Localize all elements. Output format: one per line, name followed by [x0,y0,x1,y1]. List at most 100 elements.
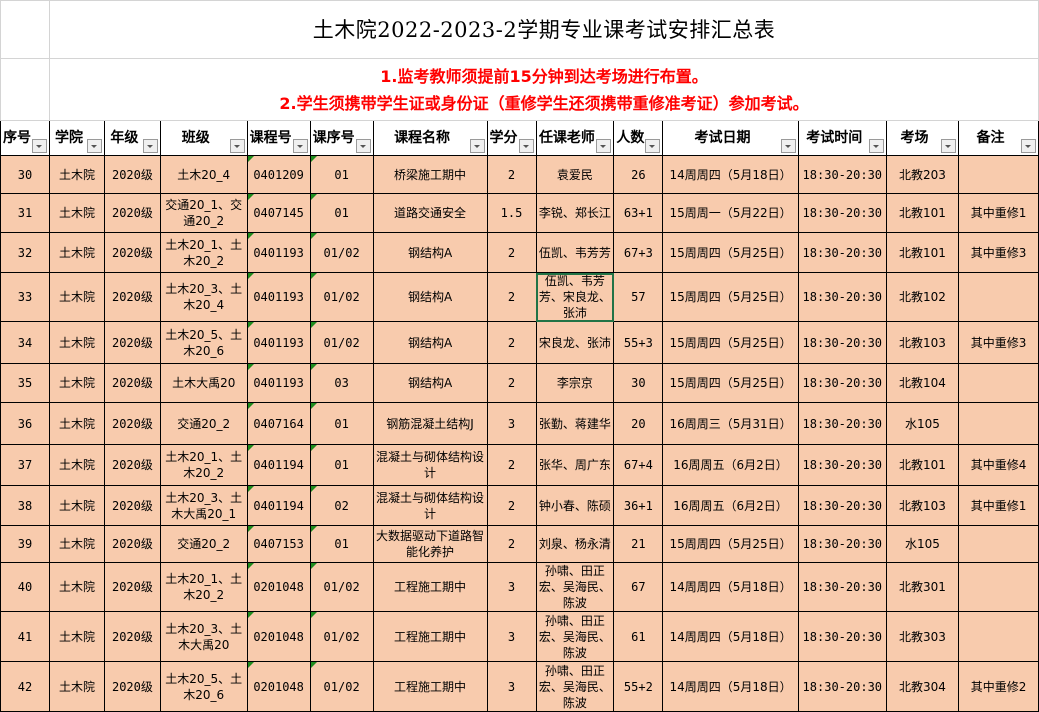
cell-section[interactable]: 02 [309,485,374,526]
cell-course-code[interactable]: 0407145 [246,193,311,233]
cell-seq[interactable]: 33 [0,272,50,322]
cell-room[interactable]: 北教203 [885,155,960,194]
cell-college[interactable]: 土木院 [49,485,105,526]
cell-course-code[interactable]: 0401193 [246,272,311,322]
cell-exam-date[interactable]: 15周周四（5月25日） [662,525,799,563]
cell-exam-date[interactable]: 14周周四（5月18日） [662,562,799,612]
cell-exam-date[interactable]: 15周周四（5月25日） [662,321,799,364]
cell-college[interactable]: 土木院 [49,562,105,612]
cell-course-code[interactable]: 0201048 [246,611,311,662]
cell-grade[interactable]: 2020级 [104,272,161,322]
cell-class[interactable]: 土木20_4 [159,155,248,194]
cell-credit[interactable]: 2 [486,272,537,322]
cell-class[interactable]: 交通20_1、交通20_2 [159,193,248,233]
cell-class[interactable]: 土木大禹20 [159,363,248,403]
cell-room[interactable]: 北教101 [885,444,960,486]
cell-section[interactable]: 01/02 [309,611,374,662]
cell-teacher[interactable]: 钟小春、陈硕 [535,485,615,526]
cell-course-name[interactable]: 钢结构A [372,363,488,403]
cell-teacher[interactable]: 袁爱民 [535,155,615,194]
filter-dropdown-icon[interactable] [518,139,534,153]
cell-course-code[interactable]: 0407153 [246,525,311,563]
cell-section[interactable]: 01 [309,402,374,445]
cell-teacher[interactable]: 张华、周广东 [535,444,615,486]
cell-remark[interactable] [958,402,1039,445]
cell-remark[interactable]: 其中重修1 [958,193,1039,233]
cell-credit[interactable]: 2 [486,525,537,563]
cell-college[interactable]: 土木院 [49,232,105,273]
cell-exam-date[interactable]: 14周周四（5月18日） [662,155,799,194]
cell-seq[interactable]: 42 [0,661,50,712]
filter-dropdown-icon[interactable] [229,139,245,153]
cell-course-code[interactable]: 0401209 [246,155,311,194]
cell-college[interactable]: 土木院 [49,321,105,364]
cell-exam-time[interactable]: 18:30-20:30 [797,485,887,526]
cell-remark[interactable] [958,272,1039,322]
cell-course-name[interactable]: 混凝土与砌体结构设计 [372,444,488,486]
cell-section[interactable]: 01 [309,193,374,233]
filter-dropdown-icon[interactable] [780,139,796,153]
cell-course-code[interactable]: 0401193 [246,232,311,273]
cell-class[interactable]: 土木20_3、土木大禹20 [159,611,248,662]
cell-room[interactable]: 水105 [885,402,960,445]
cell-course-name[interactable]: 钢筋混凝土结构J [372,402,488,445]
cell-room[interactable]: 北教103 [885,485,960,526]
cell-exam-date[interactable]: 16周周五（6月2日） [662,444,799,486]
cell-seq[interactable]: 36 [0,402,50,445]
cell-exam-time[interactable]: 18:30-20:30 [797,272,887,322]
cell-section[interactable]: 01/02 [309,232,374,273]
cell-exam-time[interactable]: 18:30-20:30 [797,402,887,445]
cell-class[interactable]: 土木20_5、土木20_6 [159,661,248,712]
cell-count[interactable]: 55+3 [613,321,664,364]
filter-dropdown-icon[interactable] [32,139,47,153]
cell-grade[interactable]: 2020级 [104,444,161,486]
sheet-title[interactable]: 土木院2022-2023-2学期专业课考试安排汇总表 [49,0,1039,59]
header-remark[interactable]: 备注 [958,120,1039,156]
header-exam-date[interactable]: 考试日期 [662,120,799,156]
cell-credit[interactable]: 2 [486,444,537,486]
cell-count[interactable]: 63+1 [613,193,664,233]
cell-seq[interactable]: 37 [0,444,50,486]
cell-class[interactable]: 土木20_3、土木20_4 [159,272,248,322]
cell-count[interactable]: 67+4 [613,444,664,486]
cell-remark[interactable]: 其中重修4 [958,444,1039,486]
cell-credit[interactable]: 3 [486,611,537,662]
cell-class[interactable]: 土木20_1、土木20_2 [159,232,248,273]
cell-college[interactable]: 土木院 [49,525,105,563]
filter-dropdown-icon[interactable] [868,139,884,153]
cell-college[interactable]: 土木院 [49,193,105,233]
cell-college[interactable]: 土木院 [49,363,105,403]
cell-count[interactable]: 57 [613,272,664,322]
cell-remark[interactable]: 其中重修3 [958,321,1039,364]
cell-class[interactable]: 土木20_1、土木20_2 [159,444,248,486]
cell-credit[interactable]: 1.5 [486,193,537,233]
filter-dropdown-icon[interactable] [469,139,485,153]
cell-course-name[interactable]: 工程施工期中 [372,661,488,712]
cell-remark[interactable] [958,155,1039,194]
cell-college[interactable]: 土木院 [49,402,105,445]
cell-seq[interactable]: 41 [0,611,50,662]
cell-credit[interactable]: 2 [486,232,537,273]
cell-count[interactable]: 21 [613,525,664,563]
header-course-code[interactable]: 课程号 [246,120,311,156]
cell-exam-date[interactable]: 16周周三（5月31日） [662,402,799,445]
cell-section[interactable]: 01 [309,155,374,194]
cell-course-code[interactable]: 0407164 [246,402,311,445]
cell-credit[interactable]: 3 [486,562,537,612]
cell-course-name[interactable]: 道路交通安全 [372,193,488,233]
cell-exam-time[interactable]: 18:30-20:30 [797,363,887,403]
cell-exam-time[interactable]: 18:30-20:30 [797,444,887,486]
cell-credit[interactable]: 3 [486,402,537,445]
cell-teacher[interactable]: 伍凯、韦芳芳 [535,232,615,273]
cell-section[interactable]: 01/02 [309,272,374,322]
header-course-name[interactable]: 课程名称 [372,120,488,156]
cell-exam-time[interactable]: 18:30-20:30 [797,193,887,233]
cell-count[interactable]: 20 [613,402,664,445]
cell-course-name[interactable]: 工程施工期中 [372,562,488,612]
cell-room[interactable]: 北教304 [885,661,960,712]
cell-teacher[interactable]: 孙啸、田正宏、吴海民、陈波 [535,611,615,662]
cell-room[interactable]: 北教101 [885,193,960,233]
cell-course-name[interactable]: 混凝土与砌体结构设计 [372,485,488,526]
cell-grade[interactable]: 2020级 [104,155,161,194]
cell-remark[interactable]: 其中重修3 [958,232,1039,273]
